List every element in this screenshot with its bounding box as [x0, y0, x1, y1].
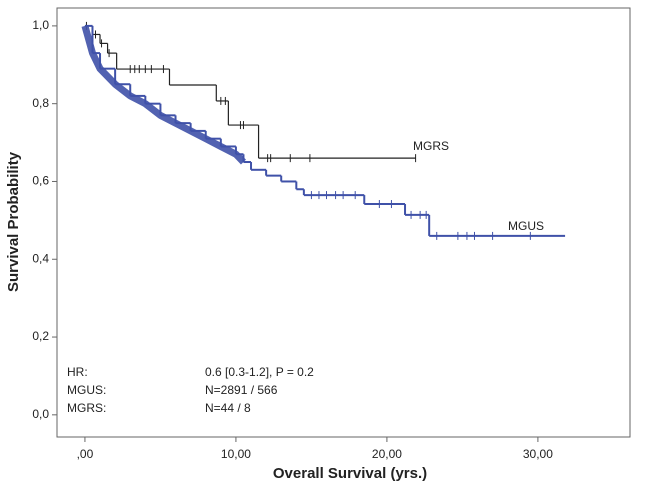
stat-value: N=2891 / 566	[205, 383, 278, 397]
y-tick-label: 0,0	[32, 407, 49, 421]
y-tick-label: 0,4	[32, 251, 49, 265]
stat-value: N=44 / 8	[205, 401, 251, 415]
y-tick-label: 1,0	[32, 18, 49, 32]
stat-label: MGRS:	[67, 401, 106, 415]
survival-dense	[81, 24, 246, 165]
stat-label: MGUS:	[67, 383, 106, 397]
x-axis-title: Overall Survival (yrs.)	[273, 465, 427, 482]
x-tick-label: ,00	[77, 447, 94, 461]
y-tick-label: 0,6	[32, 174, 49, 188]
x-tick-label: 10,00	[221, 447, 251, 461]
stat-value: 0.6 [0.3-1.2], P = 0.2	[205, 365, 314, 379]
annotation: MGRS	[413, 139, 449, 153]
y-tick-label: 0,2	[32, 329, 49, 343]
stat-label: HR:	[67, 365, 88, 379]
plot-frame	[56, 7, 631, 438]
x-tick-label: 30,00	[523, 447, 553, 461]
x-tick-label: 20,00	[372, 447, 402, 461]
annotation: MGUS	[508, 219, 544, 233]
y-axis-title: Survival Probability	[5, 151, 22, 292]
y-tick-label: 0,8	[32, 96, 49, 110]
